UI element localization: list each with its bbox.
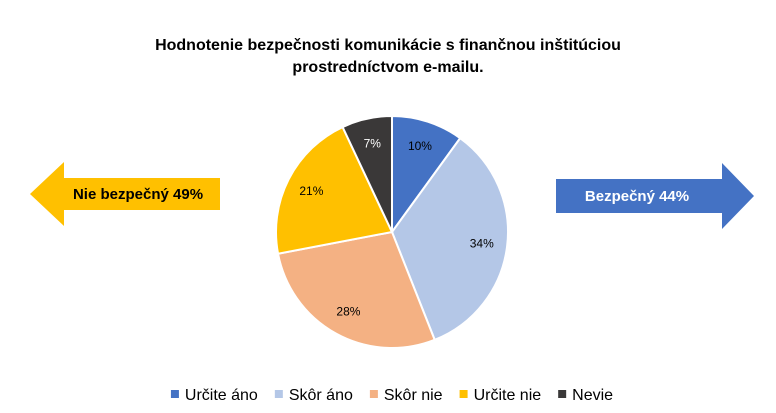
left-arrow-annotation: Nie bezpečný 49%	[30, 162, 220, 226]
pie-slice-urcite-ano	[391, 114, 462, 236]
data-label-skor-nie: 28%	[336, 304, 360, 318]
legend-swatch-skor-nie	[369, 390, 378, 398]
data-label-urcite-ano: 10%	[408, 139, 432, 153]
legend-item-nevie: Nevie	[558, 387, 613, 404]
pie-slice-skor-ano	[390, 136, 509, 342]
pie: 10% 34% 28% 21% 7%	[275, 114, 509, 349]
legend-item-urcite-nie: Určite nie	[459, 387, 542, 404]
right-arrow-shape	[556, 163, 754, 229]
right-arrow-annotation: Bezpečný 44%	[556, 163, 754, 229]
right-arrow-label: Bezpečný 44%	[585, 188, 689, 205]
chart-title-line-1: Hodnotenie bezpečnosti komunikácie s fin…	[155, 37, 621, 54]
legend-item-skor-ano: Skôr áno	[274, 387, 353, 404]
left-arrow-shape	[30, 162, 220, 226]
legend-swatch-nevie	[558, 390, 567, 398]
legend-swatch-urcite-nie	[459, 390, 468, 398]
legend-label-skor-nie: Skôr nie	[384, 387, 443, 404]
pie-slice-nevie	[341, 114, 393, 233]
legend-label-nevie: Nevie	[572, 387, 613, 404]
legend-swatch-skor-ano	[274, 390, 283, 398]
data-label-nevie: 7%	[364, 137, 382, 151]
data-label-skor-ano: 34%	[470, 236, 494, 250]
legend-item-skor-nie: Skôr nie	[369, 387, 443, 404]
pie-slice-skor-nie	[276, 230, 436, 349]
chart-title-line-2: prostredníctvom e-mailu.	[292, 59, 483, 76]
data-label-urcite-nie: 21%	[299, 184, 323, 198]
pie-slice-urcite-nie	[275, 125, 394, 255]
legend-swatch-urcite-ano	[170, 390, 179, 398]
legend-item-urcite-ano: Určite áno	[170, 387, 258, 404]
legend-label-skor-ano: Skôr áno	[289, 387, 353, 404]
left-arrow-label: Nie bezpečný 49%	[73, 186, 203, 203]
legend-label-urcite-nie: Určite nie	[474, 387, 542, 404]
legend-label-urcite-ano: Určite áno	[185, 387, 258, 404]
legend: Určite áno Skôr áno Skôr nie Určite nie Nevi…	[170, 387, 613, 404]
